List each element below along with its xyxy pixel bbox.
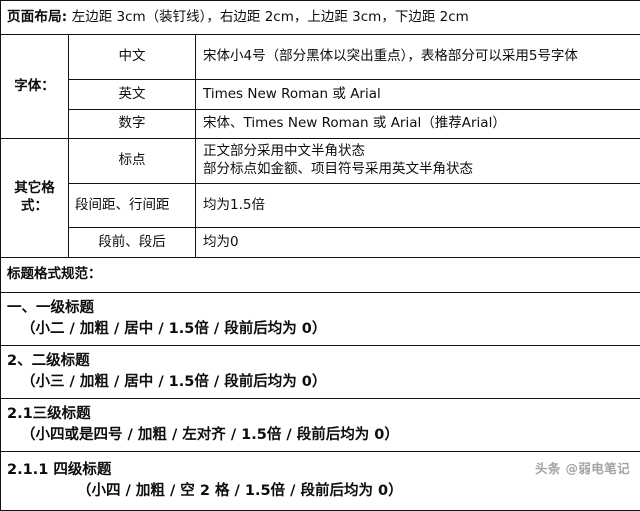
heading-level-2-title: 2、二级标题 (7, 351, 634, 372)
table-row-heading-level-3: 2.1三级标题 （小四或是四号 / 加粗 / 左对齐 / 1.5倍 / 段前后均… (1, 399, 640, 452)
punctuation-line-1: 正文部分采用中文半角状态 (203, 143, 636, 161)
other-format-section-label: 其它格式： (1, 139, 69, 258)
font-row-value-chinese: 宋体小4号（部分黑体以突出重点），表格部分可以采用5号字体 (196, 35, 640, 80)
font-row-name-chinese: 中文 (69, 35, 196, 80)
table-row-heading-section-title: 标题格式规范： (1, 258, 640, 293)
font-row-name-english: 英文 (69, 80, 196, 110)
table-row-font-english: 英文 Times New Roman 或 Arial (1, 80, 640, 110)
table-row-punctuation: 其它格式： 标点 正文部分采用中文半角状态 部分标点如金额、项目符号采用英文半角… (1, 139, 640, 184)
heading-level-3-spec: （小四或是四号 / 加粗 / 左对齐 / 1.5倍 / 段前后均为 0） (7, 425, 634, 446)
heading-level-1-title: 一、一级标题 (7, 298, 634, 319)
heading-level-4-cell: 2.1.1 四级标题 （小四 / 加粗 / 空 2 格 / 1.5倍 / 段前后… (1, 452, 640, 511)
table-row-before-after: 段前、段后 均为0 (1, 228, 640, 258)
table-row-spacing: 段间距、行间距 均为1.5倍 (1, 184, 640, 228)
heading-level-2-cell: 2、二级标题 （小三 / 加粗 / 居中 / 1.5倍 / 段前后均为 0） (1, 346, 640, 399)
heading-level-1-cell: 一、一级标题 （小二 / 加粗 / 居中 / 1.5倍 / 段前后均为 0） (1, 293, 640, 346)
heading-section-title: 标题格式规范： (1, 258, 640, 293)
table-row-heading-level-4: 2.1.1 四级标题 （小四 / 加粗 / 空 2 格 / 1.5倍 / 段前后… (1, 452, 640, 511)
other-row-value-before-after: 均为0 (196, 228, 640, 258)
heading-level-3-title: 2.1三级标题 (7, 404, 634, 425)
heading-level-1-spec: （小二 / 加粗 / 居中 / 1.5倍 / 段前后均为 0） (7, 319, 634, 340)
document-page: 页面布局: 左边距 3cm（装钉线），右边距 2cm，上边距 3cm，下边距 2… (0, 0, 640, 483)
punctuation-line-2: 部分标点如金额、项目符号采用英文半角状态 (203, 161, 636, 179)
font-row-value-english: Times New Roman 或 Arial (196, 80, 640, 110)
other-row-name-spacing: 段间距、行间距 (69, 184, 196, 228)
heading-level-4-title: 2.1.1 四级标题 (7, 460, 634, 481)
table-row-heading-level-2: 2、二级标题 （小三 / 加粗 / 居中 / 1.5倍 / 段前后均为 0） (1, 346, 640, 399)
page-layout-label: 页面布局: (7, 9, 67, 25)
table-row-page-layout: 页面布局: 左边距 3cm（装钉线），右边距 2cm，上边距 3cm，下边距 2… (1, 1, 640, 35)
other-row-name-punctuation: 标点 (69, 139, 196, 184)
font-row-value-number: 宋体、Times New Roman 或 Arial（推荐Arial） (196, 110, 640, 139)
heading-level-4-spec: （小四 / 加粗 / 空 2 格 / 1.5倍 / 段前后均为 0） (7, 481, 634, 502)
heading-level-2-spec: （小三 / 加粗 / 居中 / 1.5倍 / 段前后均为 0） (7, 372, 634, 393)
other-row-name-before-after: 段前、段后 (69, 228, 196, 258)
table-row-heading-level-1: 一、一级标题 （小二 / 加粗 / 居中 / 1.5倍 / 段前后均为 0） (1, 293, 640, 346)
font-row-name-number: 数字 (69, 110, 196, 139)
page-layout-text: 左边距 3cm（装钉线），右边距 2cm，上边距 3cm，下边距 2cm (72, 9, 469, 25)
table-row-font-number: 数字 宋体、Times New Roman 或 Arial（推荐Arial） (1, 110, 640, 139)
font-section-label: 字体： (1, 35, 69, 139)
other-row-value-spacing: 均为1.5倍 (196, 184, 640, 228)
page-layout-cell: 页面布局: 左边距 3cm（装钉线），右边距 2cm，上边距 3cm，下边距 2… (1, 1, 640, 35)
heading-level-3-cell: 2.1三级标题 （小四或是四号 / 加粗 / 左对齐 / 1.5倍 / 段前后均… (1, 399, 640, 452)
other-row-value-punctuation: 正文部分采用中文半角状态 部分标点如金额、项目符号采用英文半角状态 (196, 139, 640, 184)
table-row-font-chinese: 字体： 中文 宋体小4号（部分黑体以突出重点），表格部分可以采用5号字体 (1, 35, 640, 80)
